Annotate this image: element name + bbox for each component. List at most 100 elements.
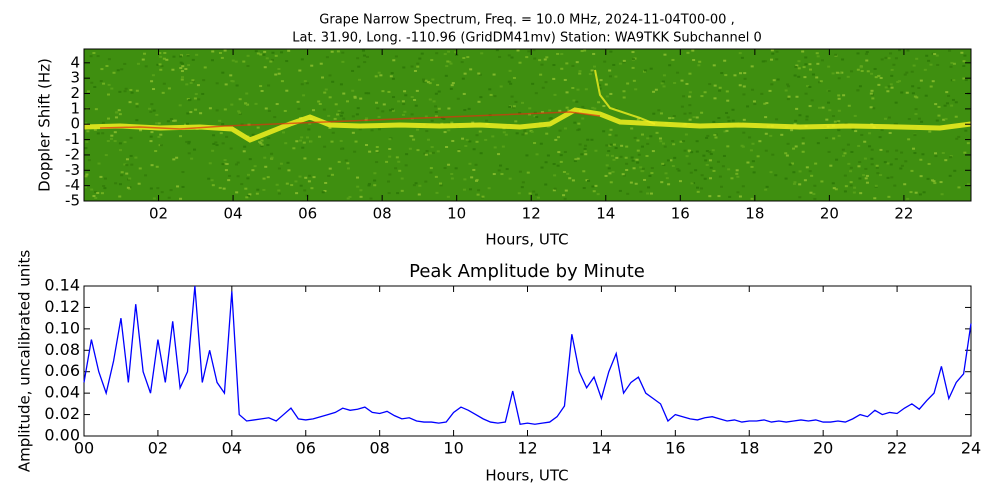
noise-speck bbox=[113, 140, 117, 143]
y-tick-label: 2 bbox=[70, 84, 80, 102]
noise-speck bbox=[130, 163, 134, 166]
noise-speck bbox=[355, 113, 359, 116]
noise-speck bbox=[128, 186, 132, 189]
noise-speck bbox=[246, 173, 250, 176]
amplitude-line bbox=[83, 285, 972, 425]
noise-speck bbox=[607, 167, 611, 170]
noise-speck bbox=[401, 113, 405, 116]
noise-speck bbox=[470, 176, 474, 179]
noise-speck bbox=[223, 162, 227, 165]
noise-speck bbox=[837, 134, 841, 137]
noise-speck bbox=[260, 139, 264, 142]
noise-speck bbox=[873, 67, 877, 70]
noise-speck bbox=[577, 128, 581, 131]
noise-speck bbox=[792, 171, 796, 174]
noise-speck bbox=[878, 136, 882, 139]
noise-speck bbox=[328, 167, 332, 170]
noise-speck bbox=[118, 183, 122, 186]
top-frame bbox=[83, 48, 972, 202]
noise-speck bbox=[864, 52, 868, 55]
noise-speck bbox=[404, 164, 408, 167]
noise-speck bbox=[172, 119, 176, 122]
noise-speck bbox=[365, 144, 369, 147]
noise-speck bbox=[723, 130, 727, 133]
noise-speck bbox=[212, 142, 216, 145]
noise-speck bbox=[945, 91, 949, 94]
noise-speck bbox=[94, 190, 98, 193]
noise-speck bbox=[738, 84, 742, 87]
noise-speck bbox=[897, 80, 901, 83]
noise-speck bbox=[950, 61, 954, 64]
noise-speck bbox=[801, 142, 805, 145]
noise-speck bbox=[416, 149, 420, 152]
noise-speck bbox=[927, 59, 931, 62]
noise-speck bbox=[679, 140, 683, 143]
noise-speck bbox=[933, 182, 937, 185]
noise-speck bbox=[388, 109, 392, 112]
noise-speck bbox=[129, 88, 133, 91]
noise-speck bbox=[447, 163, 451, 166]
noise-speck bbox=[375, 101, 379, 104]
noise-speck bbox=[248, 193, 252, 196]
noise-speck bbox=[765, 102, 769, 105]
noise-speck bbox=[618, 189, 622, 192]
noise-speck bbox=[615, 156, 619, 159]
noise-speck bbox=[803, 179, 807, 182]
noise-speck bbox=[565, 91, 569, 94]
x-axis-label: Hours, UTC bbox=[485, 467, 568, 485]
noise-speck bbox=[202, 79, 206, 82]
noise-speck bbox=[573, 160, 577, 163]
noise-speck bbox=[562, 170, 566, 173]
noise-speck bbox=[903, 73, 907, 76]
noise-speck bbox=[236, 161, 240, 164]
noise-speck bbox=[275, 103, 279, 106]
noise-speck bbox=[625, 162, 629, 165]
noise-speck bbox=[158, 52, 162, 55]
noise-speck bbox=[94, 197, 98, 200]
noise-speck bbox=[379, 74, 383, 77]
noise-speck bbox=[605, 144, 609, 147]
noise-speck bbox=[123, 163, 127, 166]
noise-speck bbox=[574, 158, 578, 161]
noise-speck bbox=[187, 152, 191, 155]
noise-speck bbox=[282, 131, 286, 134]
noise-speck bbox=[404, 94, 408, 97]
noise-speck bbox=[480, 52, 484, 55]
noise-speck bbox=[735, 172, 739, 175]
noise-speck bbox=[879, 148, 883, 151]
noise-speck bbox=[388, 138, 392, 141]
noise-speck bbox=[410, 135, 414, 138]
noise-speck bbox=[560, 53, 564, 56]
noise-speck bbox=[602, 130, 606, 133]
noise-speck bbox=[186, 98, 190, 101]
noise-speck bbox=[695, 116, 699, 119]
noise-speck bbox=[935, 54, 939, 57]
noise-speck bbox=[870, 93, 874, 96]
noise-speck bbox=[447, 129, 451, 132]
noise-speck bbox=[887, 195, 891, 198]
noise-speck bbox=[162, 57, 166, 60]
noise-speck bbox=[811, 73, 815, 76]
noise-speck bbox=[843, 152, 847, 155]
noise-speck bbox=[761, 60, 765, 63]
noise-speck bbox=[463, 178, 467, 181]
noise-speck bbox=[454, 167, 458, 170]
noise-speck bbox=[614, 134, 618, 137]
noise-speck bbox=[307, 128, 311, 131]
noise-speck bbox=[115, 111, 119, 114]
noise-speck bbox=[919, 158, 923, 161]
noise-speck bbox=[277, 167, 281, 170]
noise-speck bbox=[663, 145, 667, 148]
noise-speck bbox=[900, 164, 904, 167]
noise-speck bbox=[348, 195, 352, 198]
noise-speck bbox=[197, 98, 201, 101]
noise-speck bbox=[120, 171, 124, 174]
x-tick-label: 06 bbox=[298, 205, 317, 223]
noise-speck bbox=[298, 175, 302, 178]
noise-speck bbox=[923, 68, 927, 71]
noise-speck bbox=[208, 107, 212, 110]
noise-speck bbox=[413, 69, 417, 72]
noise-speck bbox=[387, 192, 391, 195]
noise-speck bbox=[590, 69, 594, 72]
noise-speck bbox=[129, 136, 133, 139]
